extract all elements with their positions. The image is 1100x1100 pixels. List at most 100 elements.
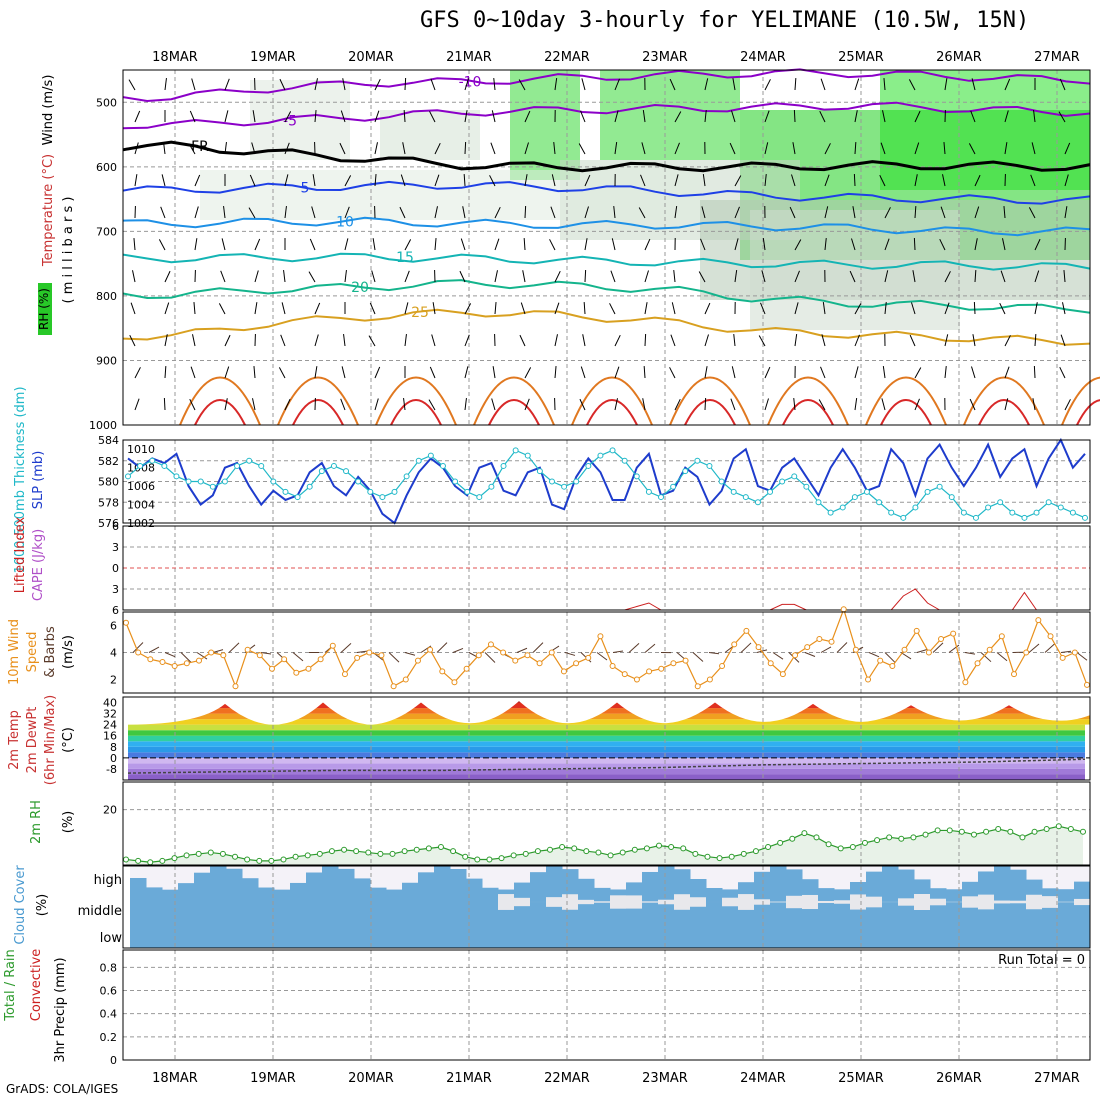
wind-barb (344, 270, 347, 283)
wind-barb (339, 142, 346, 155)
cloud-bar (626, 882, 643, 948)
data-point (985, 504, 992, 511)
wind-barb (614, 334, 621, 347)
data-point (498, 855, 505, 862)
wind-barb (969, 398, 976, 411)
wind-barb (761, 270, 766, 283)
cloud-unit-label: (%) (35, 894, 50, 917)
wind-barb (492, 366, 496, 379)
wind-barb (642, 110, 646, 123)
lifted-tick: 0 (112, 562, 119, 575)
data-point (125, 473, 131, 480)
data-point (439, 462, 446, 469)
cloud-gap (1074, 898, 1091, 906)
date-label-bottom: 23MAR (642, 1071, 688, 1086)
contour-label: 10 (336, 215, 354, 231)
temperature-contour-30 (179, 376, 261, 426)
temperature-contour-30 (277, 376, 359, 426)
data-point (1009, 509, 1016, 516)
data-point (147, 656, 154, 663)
cloud-bar (258, 887, 275, 948)
wind-barb (314, 302, 321, 315)
data-point (135, 649, 142, 656)
wind-barb (1063, 270, 1066, 283)
data-point (840, 606, 847, 613)
wind-barb (581, 78, 586, 91)
wind-barb (704, 366, 708, 379)
surface-wind-barb (516, 647, 528, 653)
cloud-gap (610, 895, 627, 909)
wind-barb (613, 206, 616, 219)
wind-barb (884, 238, 890, 251)
wind-barb (404, 239, 412, 251)
wind-barb (224, 398, 228, 411)
data-point (633, 473, 640, 480)
data-point (924, 488, 931, 495)
data-point (281, 656, 288, 663)
temperature-contour-35 (390, 399, 442, 426)
date-label-top: 22MAR (544, 50, 590, 65)
wind-barb (758, 335, 766, 347)
wind-barb (489, 175, 496, 187)
temperature-band (128, 752, 1090, 758)
temperature-band (128, 741, 1090, 747)
cloud-gap (1058, 901, 1075, 903)
wind-barb (819, 110, 826, 123)
data-point (730, 488, 737, 495)
surface-wind-barb (628, 642, 640, 653)
date-label-bottom: 18MAR (152, 1071, 198, 1086)
wind-barb (403, 398, 406, 411)
wind-barb (164, 302, 170, 315)
temperature-contour-35 (880, 399, 932, 426)
wind-barb (374, 142, 378, 155)
data-point (464, 488, 471, 495)
data-point (207, 849, 214, 856)
wind-barb (854, 110, 858, 123)
wind-barb (248, 207, 256, 219)
temperature-band (128, 768, 1090, 775)
wind-barb (253, 366, 256, 379)
wind-barb (853, 173, 856, 187)
rh-shading (880, 70, 1090, 190)
data-point (282, 488, 289, 495)
wind-barb (582, 334, 586, 347)
data-point (1047, 633, 1054, 640)
speed-axis-label: Speed (25, 632, 40, 673)
temperature-contour-30 (1061, 376, 1100, 426)
cloud-gap (786, 895, 803, 909)
temperature-band (128, 774, 1090, 780)
data-point (682, 657, 689, 664)
data-point (147, 859, 154, 866)
data-point (731, 641, 738, 648)
wind-barb (128, 79, 136, 91)
wind-barb (614, 110, 619, 123)
wind-barb (669, 367, 676, 379)
data-point (950, 630, 957, 637)
wind-barb (670, 334, 676, 347)
temperature-unit-label: (°C) (61, 727, 76, 753)
data-point (656, 842, 663, 849)
data-point (958, 828, 965, 835)
cloud-bar (226, 868, 243, 948)
surface-wind-barb (996, 652, 1008, 662)
wind-barb (974, 238, 978, 251)
wind-barb (554, 270, 561, 283)
wind-barb (403, 109, 406, 123)
wind-barb (404, 302, 409, 315)
surface-wind-barb (884, 652, 896, 663)
surface-wind-barb (804, 652, 816, 657)
wind-tick: 2 (110, 674, 117, 687)
wind-barb (912, 270, 916, 283)
data-point (1035, 617, 1042, 624)
data-point (631, 846, 638, 853)
wind-barb (163, 142, 166, 155)
cloud-gap (562, 894, 579, 910)
data-point (839, 504, 846, 511)
wind-barb (644, 302, 648, 315)
wind-barb (974, 174, 981, 187)
wind-barb (942, 174, 946, 187)
wind-barb (698, 271, 706, 283)
cloud-level-label: high (94, 873, 122, 888)
wind-barb (1064, 142, 1071, 155)
rh-shading (750, 210, 960, 330)
